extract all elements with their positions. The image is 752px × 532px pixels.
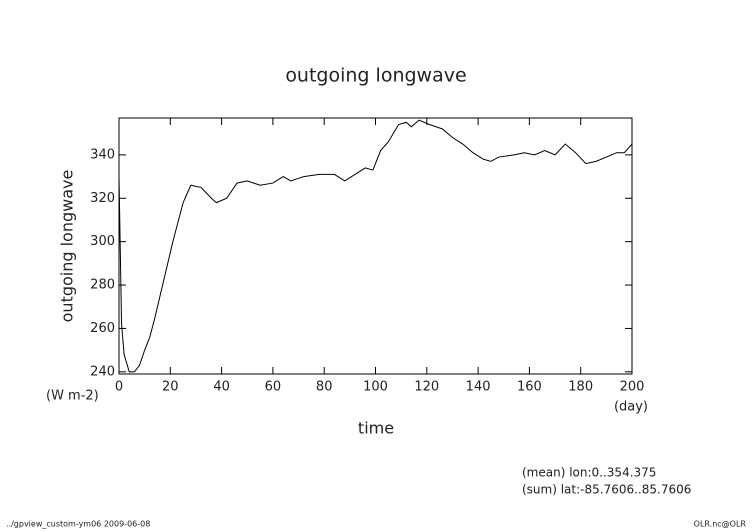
y-tick-label: 340 xyxy=(90,147,115,162)
footer-left: ../gpview_custom-ym06 2009-06-08 xyxy=(6,520,150,529)
x-unit: (day) xyxy=(614,400,648,415)
annotation: (sum) lat:-85.7606..85.7606 xyxy=(522,483,691,497)
chart-title: outgoing longwave xyxy=(285,65,466,87)
x-tick-label: 160 xyxy=(517,380,542,395)
x-axis-label: time xyxy=(358,419,394,438)
y-tick-label: 260 xyxy=(90,321,115,336)
x-tick-label: 60 xyxy=(265,380,282,395)
y-axis-label: outgoing longwave xyxy=(58,170,77,323)
y-tick-label: 300 xyxy=(90,234,115,249)
x-tick-label: 100 xyxy=(363,380,388,395)
x-tick-label: 180 xyxy=(568,380,593,395)
footer-right: OLR.nc@OLR xyxy=(694,520,747,529)
y-unit: (W m-2) xyxy=(46,389,99,404)
plot-frame xyxy=(118,117,633,375)
x-tick-label: 200 xyxy=(620,380,645,395)
x-tick-label: 0 xyxy=(115,380,123,395)
x-tick-label: 120 xyxy=(414,380,439,395)
y-tick-label: 280 xyxy=(90,278,115,293)
y-tick-label: 320 xyxy=(90,191,115,206)
data-line xyxy=(118,119,633,373)
x-tick-label: 40 xyxy=(213,380,230,395)
x-tick-label: 140 xyxy=(466,380,491,395)
annotation: (mean) lon:0..354.375 xyxy=(522,466,656,480)
x-tick-label: 20 xyxy=(162,380,179,395)
x-tick-label: 80 xyxy=(316,380,333,395)
y-tick-label: 240 xyxy=(90,364,115,379)
